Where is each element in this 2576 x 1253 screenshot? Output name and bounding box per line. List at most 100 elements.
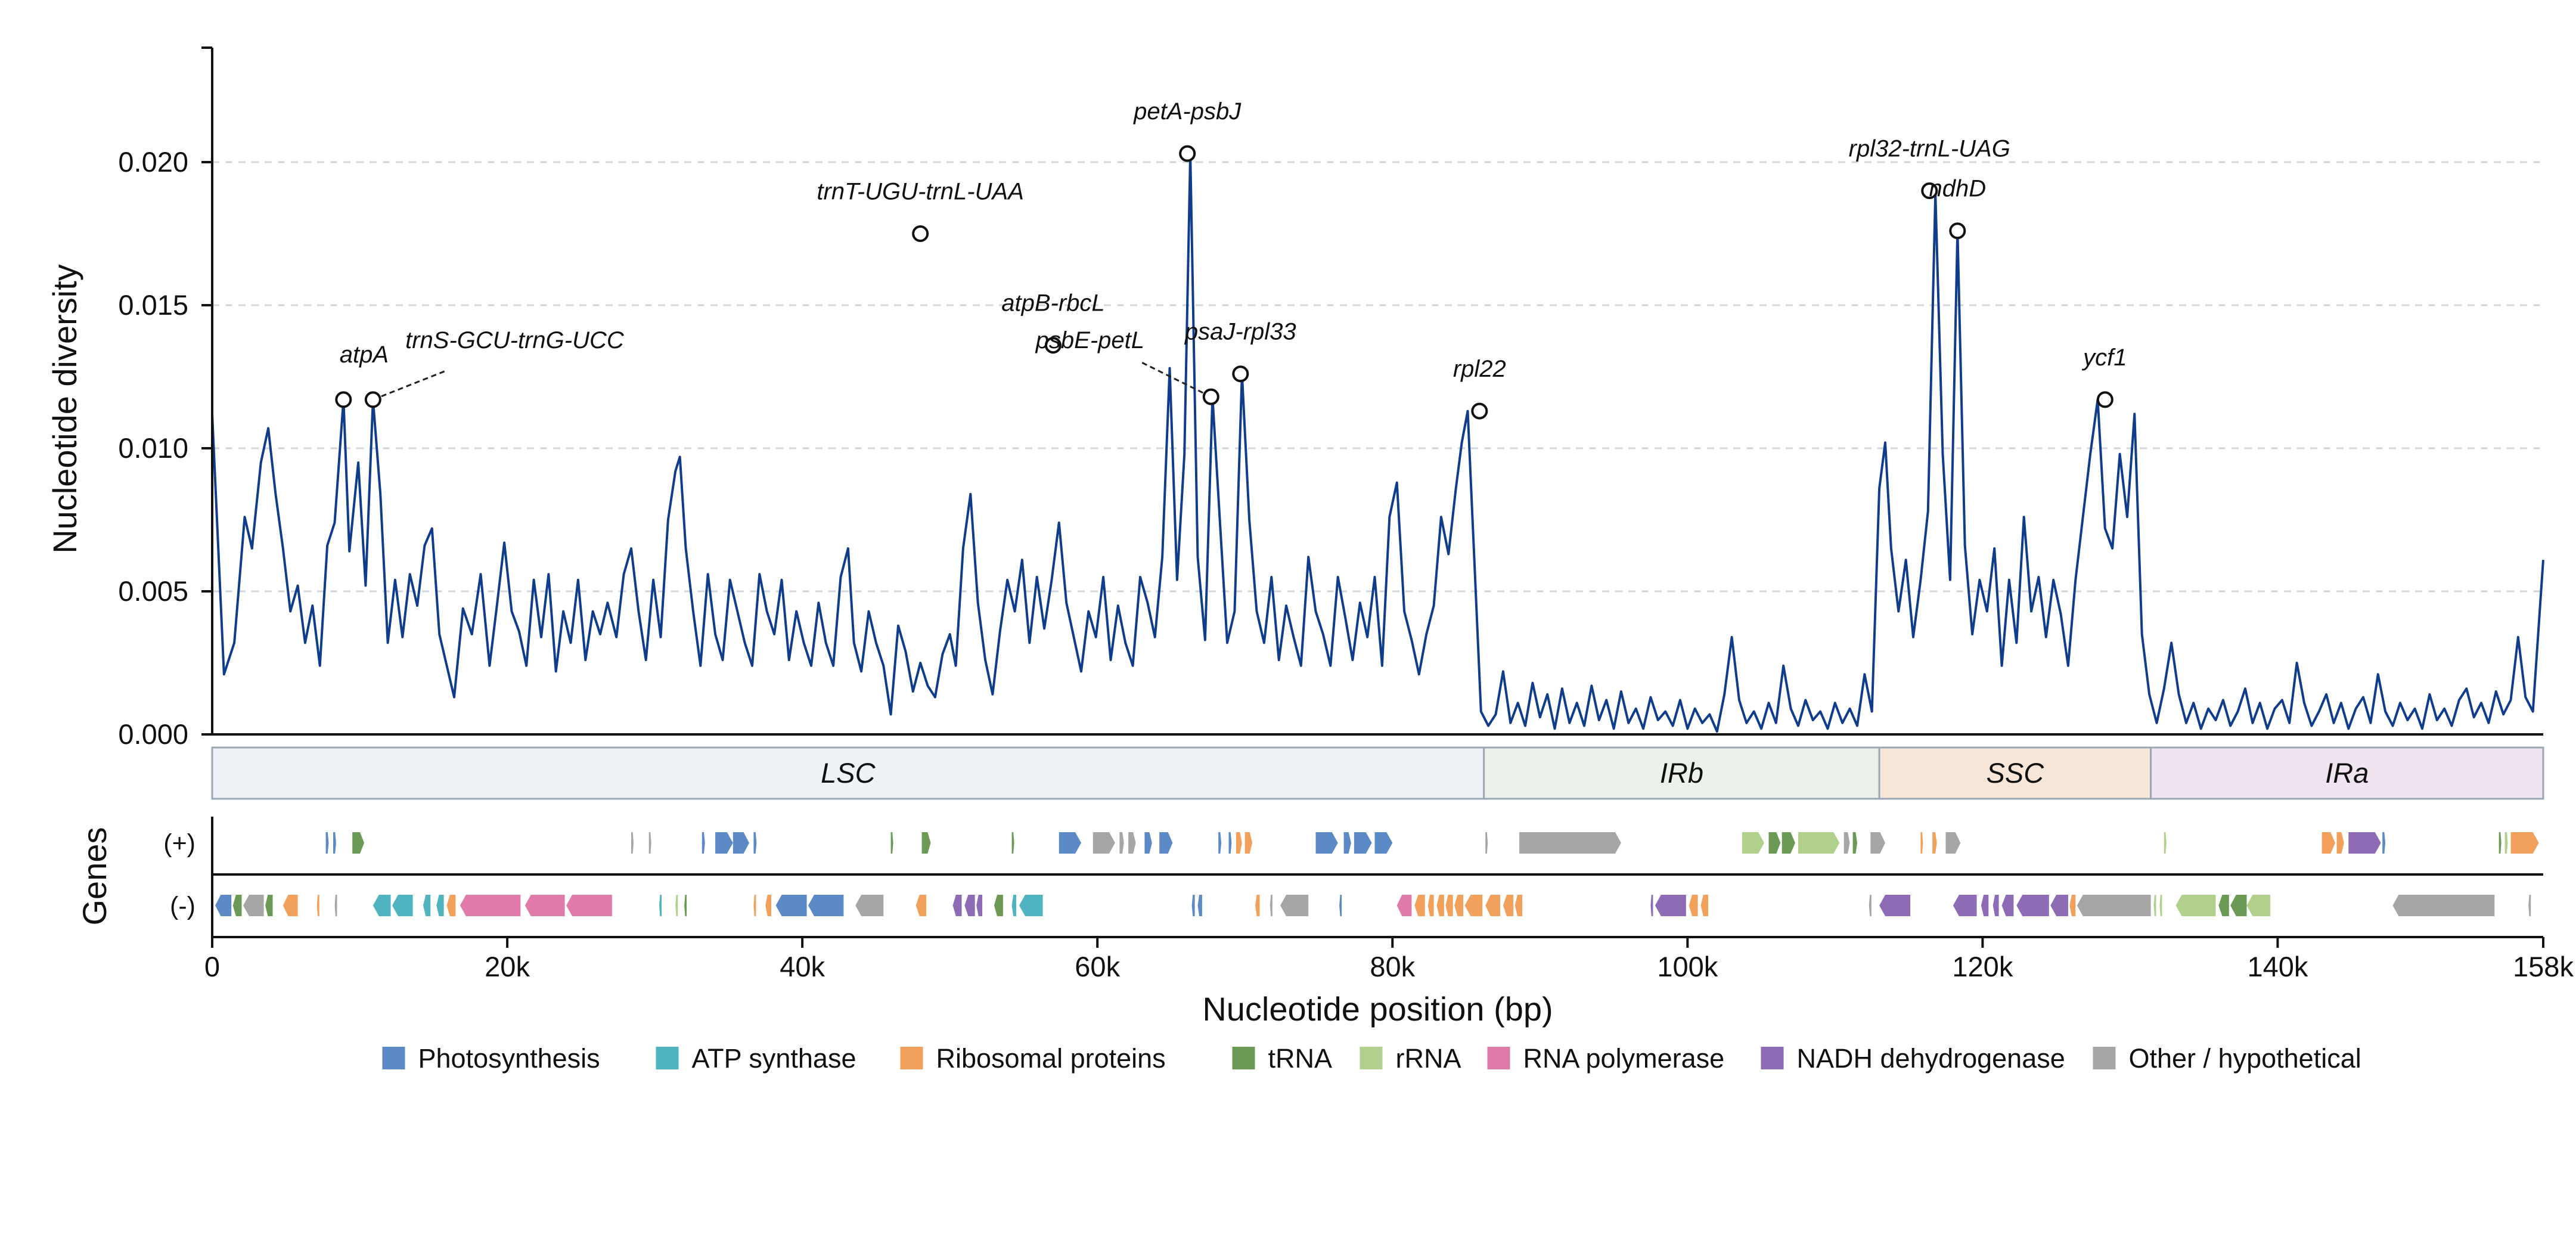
region-label: LSC [821, 757, 876, 789]
gene-block [2230, 895, 2247, 916]
gene-block [648, 832, 651, 854]
gene-block [1374, 832, 1393, 854]
legend-swatch [1232, 1047, 1255, 1069]
gene-block [1436, 895, 1444, 916]
gene-block [1485, 832, 1488, 854]
gene-block [1228, 832, 1232, 854]
legend-label: ATP synthase [692, 1043, 856, 1074]
gene-block [1445, 895, 1453, 916]
y-tick-label: 0.010 [118, 432, 188, 464]
legend-swatch [900, 1047, 923, 1069]
x-tick-label: 140k [2247, 951, 2308, 982]
peak-marker [912, 225, 929, 242]
gene-block [631, 832, 634, 854]
legend-swatch [656, 1047, 679, 1069]
gene-block [2218, 895, 2229, 916]
gene-block [994, 895, 1003, 916]
gene-block [1255, 895, 1260, 916]
peak-label: psbE-petL [1035, 327, 1144, 353]
peak-marker [1471, 402, 1488, 420]
gene-block [921, 832, 931, 854]
peak-marker [2096, 391, 2113, 408]
peak-label: atpB-rbcL [1001, 290, 1104, 317]
legend-label: Ribosomal proteins [936, 1043, 1166, 1074]
gene-block [2159, 895, 2162, 916]
gene-block [265, 895, 273, 916]
x-tick-label: 40k [780, 951, 825, 982]
gene-block [684, 895, 687, 916]
gene-block [333, 832, 336, 854]
legend-label: NADH dehydrogenase [1797, 1043, 2065, 1074]
peak-marker [335, 391, 352, 408]
gene-block [1454, 895, 1464, 916]
gene-track-title: Genes [76, 827, 113, 926]
gene-block [232, 895, 242, 916]
x-tick-label: 0 [204, 951, 220, 982]
gene-block [1119, 832, 1124, 854]
gene-block [2164, 832, 2167, 854]
gene-block [1920, 832, 1923, 854]
legend-label: Photosynthesis [418, 1043, 600, 1074]
gene-block [808, 895, 844, 916]
gene-block [1870, 832, 1885, 854]
region-label: IRa [2325, 757, 2369, 789]
peak-label: trnS-GCU-trnG-UCC [405, 327, 625, 353]
legend-swatch [1761, 1047, 1784, 1069]
legend-swatch [2093, 1047, 2116, 1069]
region-label: IRb [1660, 757, 1703, 789]
peak-leader-line [373, 370, 446, 401]
gene-block [715, 832, 733, 854]
peak-label: rpl32-trnL-UAG [1849, 135, 2010, 162]
gene-block [460, 895, 521, 916]
gene-block [325, 832, 329, 854]
gene-block [1343, 832, 1351, 854]
gene-block [1339, 895, 1342, 916]
peak-marker [1921, 182, 1938, 199]
gene-block [1011, 895, 1016, 916]
gene-block [1019, 895, 1043, 916]
x-tick-label: 20k [485, 951, 530, 982]
gene-block [2246, 895, 2271, 916]
gene-block [1354, 832, 1372, 854]
peak-leader-line [1141, 361, 1212, 398]
gene-block [855, 895, 884, 916]
gene-block [2001, 895, 2014, 916]
strand-label: (-) [170, 892, 195, 920]
gridlines [212, 161, 2543, 593]
gene-block [2510, 832, 2539, 854]
gene-block [765, 895, 772, 916]
gene-block [1093, 832, 1115, 854]
gene-block [1270, 895, 1273, 916]
gene-block [2392, 895, 2495, 916]
peak-label: atpA [340, 342, 389, 368]
gene-block [976, 895, 983, 916]
strand-label: (+) [163, 829, 195, 858]
peak-label: psaJ-rpl33 [1184, 319, 1296, 345]
gene-block [2050, 895, 2068, 916]
gene-block [373, 895, 391, 916]
gene-block [1852, 832, 1857, 854]
gene-block [283, 895, 298, 916]
gene-block [2175, 895, 2216, 916]
gene-block [1700, 895, 1708, 916]
x-tick-label: 158k [2513, 951, 2574, 982]
legend-swatch [1487, 1047, 1510, 1069]
gene-block [890, 832, 893, 854]
x-tick-label: 60k [1075, 951, 1120, 982]
gene-block [1981, 895, 1989, 916]
peak-marker [1232, 365, 1249, 383]
gene-block [1197, 895, 1202, 916]
x-tick-label: 80k [1370, 951, 1415, 982]
region-box [211, 746, 1485, 800]
gene-block [702, 832, 705, 854]
gene-block [1236, 832, 1242, 854]
gene-block [1011, 832, 1014, 854]
peak-label: trnT-UGU-trnL-UAA [817, 178, 1023, 204]
gene-block [964, 895, 975, 916]
gene-block [1244, 832, 1253, 854]
gene-block [1514, 895, 1523, 916]
gene-block [1464, 895, 1483, 916]
gene-block [524, 895, 565, 916]
legend-label: Other / hypothetical [2129, 1043, 2361, 1074]
